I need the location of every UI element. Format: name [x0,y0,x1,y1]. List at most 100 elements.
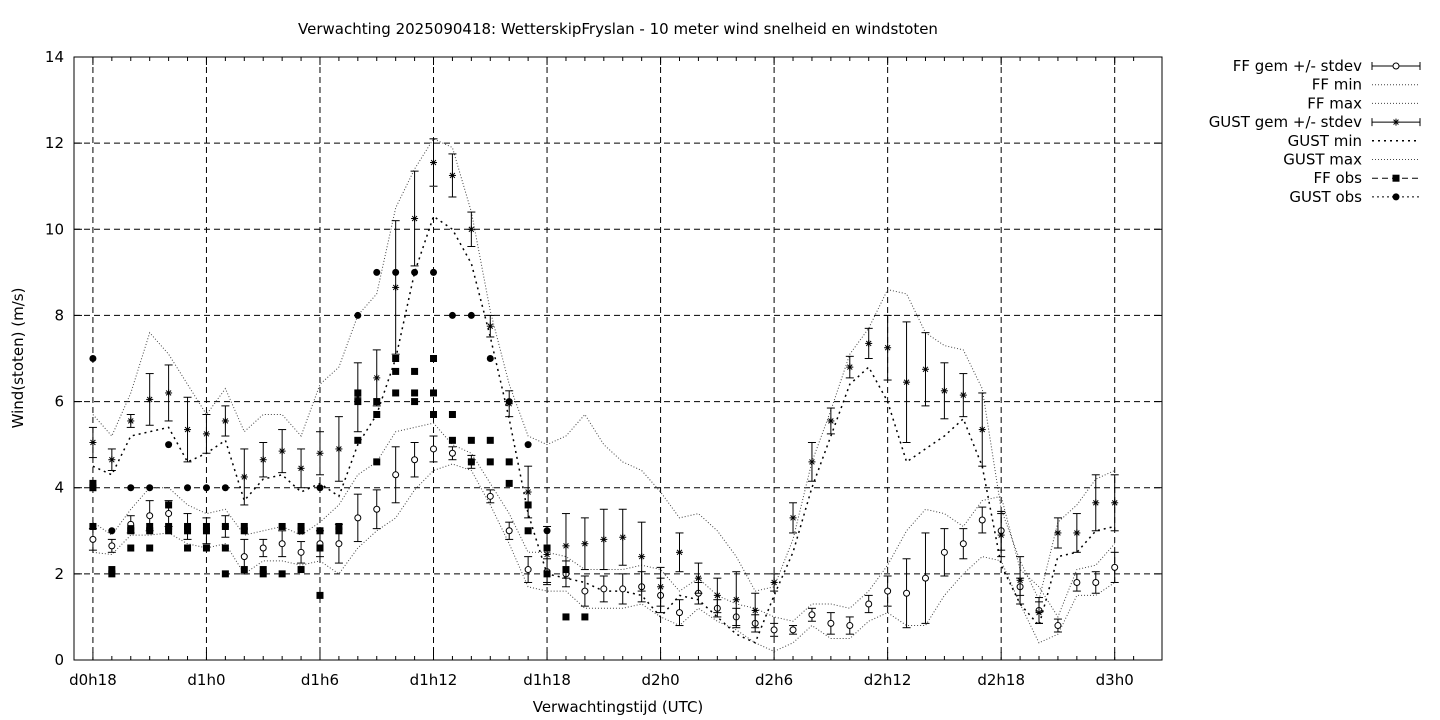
ff-obs-point [221,544,229,552]
gust-mean-point [638,553,646,561]
gust-obs-point [411,268,419,276]
gust-mean-point [884,344,892,352]
y-tick-label: 4 [54,479,64,497]
ff-obs-point [486,436,494,444]
ff-mean-point [1054,622,1062,630]
ff-obs-point [354,436,362,444]
ff-obs-point [543,570,551,578]
gust-obs-point [89,355,97,362]
ff-obs-point [467,458,475,466]
gust-mean-point [619,533,627,541]
gust-mean-point [1073,529,1081,537]
gust-obs-point [184,484,192,492]
ff-obs-point [297,566,305,574]
x-tick-label: d3h0 [1096,671,1134,689]
ff-obs-point [430,389,438,397]
gust-mean-point [278,447,286,455]
gust-obs-point [486,355,494,362]
gust-mean-point [392,283,400,291]
y-tick-label: 2 [54,565,64,583]
gust-mean-point [713,591,721,599]
gust-mean-point [240,473,248,481]
ff-obs-point [467,436,475,444]
ff-obs-point [430,355,438,362]
ff-obs-point [392,389,400,397]
gust-obs-point [505,398,513,406]
ff-mean-point [392,471,400,479]
ff-mean-point [1073,578,1081,586]
gust-mean-point [543,550,551,558]
ff-obs-point [335,522,343,530]
ff-obs-point [373,458,381,466]
gust-mean-point [297,464,305,472]
ff-obs-point [392,355,400,362]
ff-mean-point [486,492,494,500]
ff-obs-point [392,367,400,375]
y-tick-label: 8 [54,306,64,324]
gust-mean-point [184,426,192,434]
gust-mean-point [146,395,154,403]
gust-mean-point [1016,576,1024,584]
gust-mean-point [335,445,343,453]
ff-obs-point [240,566,248,574]
ff-obs-point [278,522,286,530]
ff-mean-point [259,544,267,552]
ff-obs-point [278,570,286,578]
ff-max-line [92,422,1116,622]
gust-mean-point [789,514,797,522]
ff-obs-point [127,525,135,533]
gust-mean-point [1092,499,1100,507]
legend-label-gust_obs: GUST obs [1289,188,1362,206]
gust-mean-point [978,426,986,434]
ff-mean-point [354,514,362,522]
ff-obs-point [448,410,456,418]
legend-label-ff_obs: FF obs [1313,169,1362,187]
ff-obs-point [505,479,513,487]
ff-obs-point [505,458,513,466]
gust-obs-point [127,484,135,492]
ff-obs-point [146,522,154,530]
ff-mean-point [770,626,778,634]
y-tick-label: 14 [45,48,64,66]
ff-obs-point [354,389,362,397]
legend-marker-gust-obs [1392,193,1400,201]
ff-mean-point [411,456,419,464]
ff-obs-point [562,613,570,621]
ff-obs-point [89,479,97,487]
gust-obs-point [202,484,210,492]
gust-mean-point [221,417,229,425]
legend-label-ff_max: FF max [1307,94,1362,112]
ff-obs-point [165,501,173,509]
gust-obs-point [316,484,324,492]
legend-label-gust_mean: GUST gem +/- stdev [1209,113,1362,131]
gust-mean-point [732,596,740,604]
ff-obs-point [127,544,135,552]
ff-obs-point [316,591,324,599]
gust-mean-point [411,215,419,223]
gust-obs-point [146,484,154,492]
gust-mean-point [524,488,532,496]
ff-obs-point [562,566,570,574]
gust-mean-point [959,391,967,399]
ff-mean-point [1111,563,1119,571]
gust-obs-point [354,311,362,319]
legend-marker-ff-obs [1392,174,1400,182]
ff-obs-point [259,570,267,578]
gust-mean-point [808,458,816,466]
gust-mean-point [675,548,683,556]
ff-mean-point [884,587,892,595]
legend-label-gust_min: GUST min [1288,132,1362,150]
ff-mean-point [675,609,683,617]
x-tick-label: d1h6 [301,671,339,689]
ff-obs-point [184,522,192,530]
y-tick-label: 10 [45,220,64,238]
ff-mean-point [827,619,835,627]
ff-mean-point [1092,578,1100,586]
ff-mean-point [430,445,438,453]
series-layer [88,138,1119,652]
ff-obs-point [411,398,419,406]
ff-mean-point [940,548,948,556]
gust-mean-point [997,531,1005,539]
ff-mean-point [619,585,627,593]
